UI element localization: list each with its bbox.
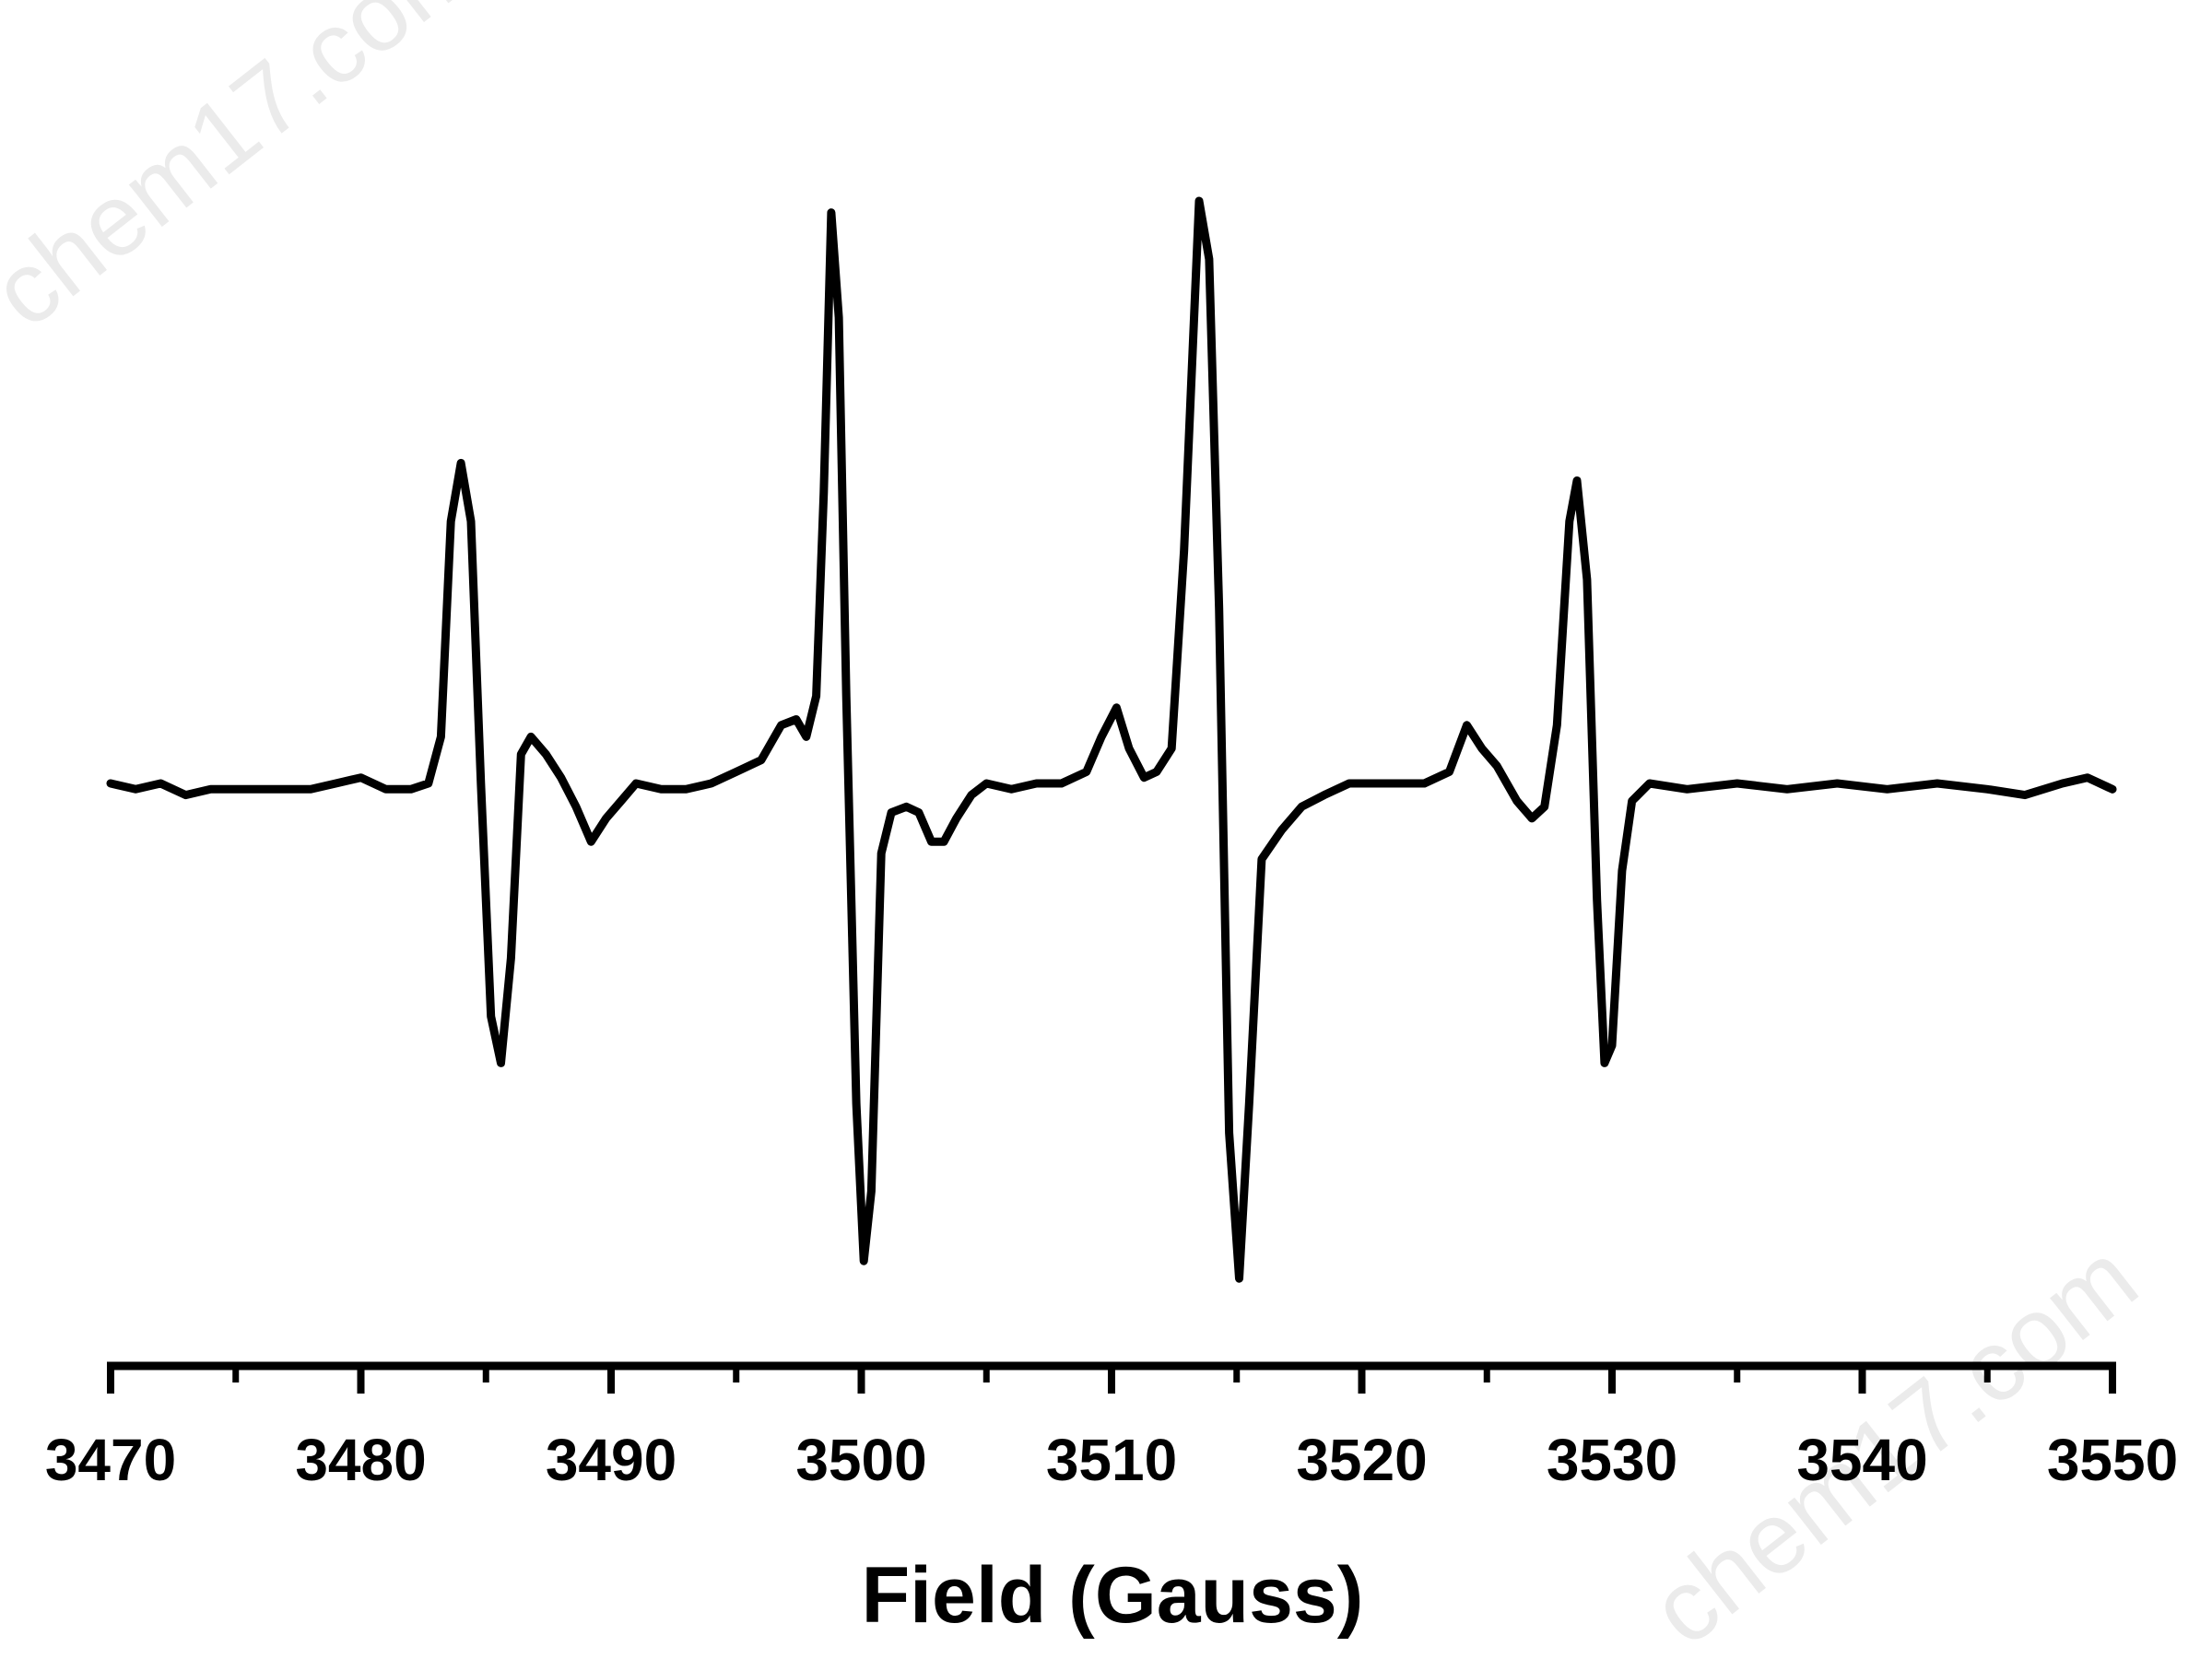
- plot-layer: [106, 196, 2117, 1283]
- x-tick-label: 3540: [1796, 1427, 1927, 1493]
- watermark-top-left: chem17.com: [0, 0, 499, 349]
- x-tick-label: 3470: [45, 1427, 176, 1493]
- x-tick-label: 3520: [1296, 1427, 1427, 1493]
- x-tick-label: 3500: [795, 1427, 926, 1493]
- x-tick-label: 3480: [295, 1427, 426, 1493]
- x-tick-label: 3530: [1547, 1427, 1677, 1493]
- x-tick-label: 3510: [1046, 1427, 1177, 1493]
- x-tick-label: 3490: [546, 1427, 677, 1493]
- series-line-1: [106, 196, 2117, 1283]
- x-axis-title: Field (Gauss): [862, 1551, 1364, 1640]
- x-axis: 3470 3480 3490 3500 3510 3520 3530 3540 3550: [45, 1361, 2178, 1493]
- x-tick-label: 3550: [2047, 1427, 2178, 1493]
